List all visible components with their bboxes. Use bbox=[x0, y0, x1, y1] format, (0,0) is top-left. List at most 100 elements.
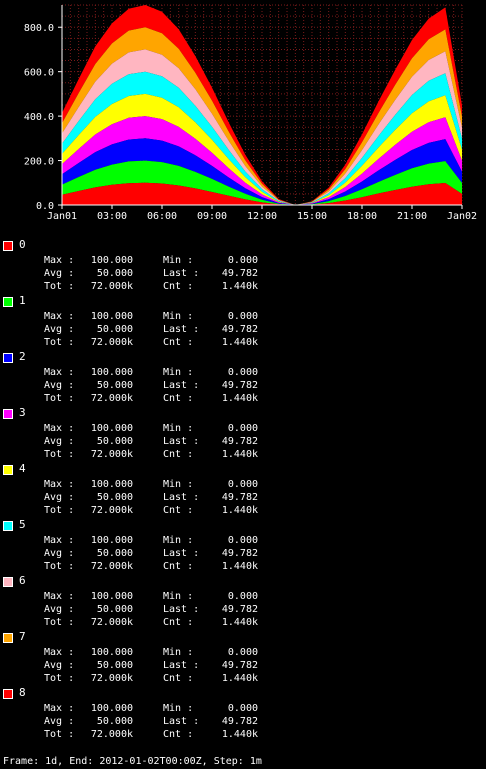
stat-value: 72.000k bbox=[90, 729, 133, 740]
stat-value: 0.000 bbox=[227, 367, 258, 378]
legend-entry: 6 Max : 100.000 Min : 0.000 Avg : 50.000 Last :… bbox=[0, 574, 486, 630]
stat-value: 49.782 bbox=[221, 660, 258, 671]
stat-label: Tot : bbox=[44, 281, 75, 292]
stat-label: Min : bbox=[163, 479, 194, 490]
stat-value: 0.000 bbox=[227, 647, 258, 658]
stat-label: Min : bbox=[163, 311, 194, 322]
stat-label: Avg : bbox=[44, 492, 75, 503]
stat-label: Tot : bbox=[44, 617, 75, 628]
y-tick-label: 0.0 bbox=[36, 201, 54, 212]
legend-entry: 8 Max : 100.000 Min : 0.000 Avg : 50.000 Last :… bbox=[0, 686, 486, 742]
chart-tick-labels: Jan01 03:00 06:00 09:00 12:00 15:00 18:00 21:00… bbox=[24, 23, 477, 222]
stat-label: Max : bbox=[44, 647, 75, 658]
stat-label: Last : bbox=[163, 604, 200, 615]
stat-value: 49.782 bbox=[221, 716, 258, 727]
stat-value: 49.782 bbox=[221, 436, 258, 447]
stat-value: 72.000k bbox=[90, 281, 133, 292]
legend-series-name: 5 bbox=[19, 518, 26, 531]
stat-value: 100.000 bbox=[90, 647, 133, 658]
stat-label: Max : bbox=[44, 479, 75, 490]
legend-entry: 7 Max : 100.000 Min : 0.000 Avg : 50.000 Last :… bbox=[0, 630, 486, 686]
stat-label: Tot : bbox=[44, 505, 75, 516]
footer-info: Frame: 1d, End: 2012-01-02T00:00Z, Step:… bbox=[3, 756, 262, 767]
legend-series-name: 8 bbox=[19, 686, 26, 699]
series-area-4 bbox=[62, 93, 462, 205]
stat-label: Min : bbox=[163, 423, 194, 434]
stat-value: 0.000 bbox=[227, 703, 258, 714]
stat-value: 100.000 bbox=[90, 255, 133, 266]
stacked-area-chart: Jan01 03:00 06:00 09:00 12:00 15:00 18:00 21:00… bbox=[24, 4, 477, 222]
stat-label: Last : bbox=[163, 436, 200, 447]
stat-label: Min : bbox=[163, 535, 194, 546]
stat-label: Cnt : bbox=[163, 449, 194, 460]
legend-swatch bbox=[3, 633, 13, 643]
stat-label: Min : bbox=[163, 591, 194, 602]
series-area-3 bbox=[62, 116, 462, 205]
stat-value: 0.000 bbox=[227, 479, 258, 490]
series-area-6 bbox=[62, 49, 462, 206]
legend-swatch bbox=[3, 297, 13, 307]
stat-label: Min : bbox=[163, 367, 194, 378]
legend-entry: 2 Max : 100.000 Min : 0.000 Avg : 50.000 Last :… bbox=[0, 350, 486, 406]
stat-value: 50.000 bbox=[96, 716, 133, 727]
x-tick-label: 18:00 bbox=[347, 211, 377, 222]
stat-value: 100.000 bbox=[90, 423, 133, 434]
stat-value: 100.000 bbox=[90, 703, 133, 714]
legend-swatch bbox=[3, 409, 13, 419]
stat-label: Tot : bbox=[44, 449, 75, 460]
legend-entry: 4 Max : 100.000 Min : 0.000 Avg : 50.000 Last :… bbox=[0, 462, 486, 518]
x-tick-label: 15:00 bbox=[297, 211, 327, 222]
stat-label: Avg : bbox=[44, 436, 75, 447]
stat-label: Min : bbox=[163, 255, 194, 266]
legend-series-name: 2 bbox=[19, 350, 26, 363]
stat-label: Last : bbox=[163, 324, 200, 335]
legend-series-name: 4 bbox=[19, 462, 26, 475]
y-tick-label: 800.0 bbox=[24, 23, 54, 34]
stat-value: 1.440k bbox=[221, 505, 258, 516]
legend-swatch bbox=[3, 241, 13, 251]
chart-areas bbox=[62, 5, 462, 206]
stat-value: 100.000 bbox=[90, 591, 133, 602]
stat-label: Avg : bbox=[44, 268, 75, 279]
stat-label: Last : bbox=[163, 380, 200, 391]
stat-value: 49.782 bbox=[221, 492, 258, 503]
stat-label: Avg : bbox=[44, 380, 75, 391]
legend-entry: 3 Max : 100.000 Min : 0.000 Avg : 50.000 Last :… bbox=[0, 406, 486, 462]
stat-label: Cnt : bbox=[163, 281, 194, 292]
legend-series-name: 1 bbox=[19, 294, 26, 307]
stat-label: Last : bbox=[163, 548, 200, 559]
series-area-2 bbox=[62, 138, 462, 205]
stat-label: Tot : bbox=[44, 393, 75, 404]
x-tick-label: 03:00 bbox=[97, 211, 127, 222]
stat-value: 0.000 bbox=[227, 535, 258, 546]
legend-entry: 0 Max : 100.000 Min : 0.000 Avg : 50.000 Last :… bbox=[0, 238, 486, 294]
stat-label: Max : bbox=[44, 591, 75, 602]
stat-value: 50.000 bbox=[96, 604, 133, 615]
stat-value: 100.000 bbox=[90, 479, 133, 490]
series-area-0 bbox=[62, 182, 462, 205]
stat-value: 1.440k bbox=[221, 561, 258, 572]
stat-value: 1.440k bbox=[221, 673, 258, 684]
stat-value: 72.000k bbox=[90, 449, 133, 460]
stat-label: Cnt : bbox=[163, 673, 194, 684]
stat-value: 1.440k bbox=[221, 449, 258, 460]
stat-label: Last : bbox=[163, 660, 200, 671]
stat-value: 72.000k bbox=[90, 617, 133, 628]
stat-value: 100.000 bbox=[90, 535, 133, 546]
x-tick-label: Jan01 bbox=[47, 211, 77, 222]
x-tick-label: 12:00 bbox=[247, 211, 277, 222]
legend-series-name: 7 bbox=[19, 630, 26, 643]
stat-value: 50.000 bbox=[96, 548, 133, 559]
stat-value: 0.000 bbox=[227, 591, 258, 602]
stat-label: Tot : bbox=[44, 337, 75, 348]
stat-value: 49.782 bbox=[221, 548, 258, 559]
legend-entry: 5 Max : 100.000 Min : 0.000 Avg : 50.000 Last :… bbox=[0, 518, 486, 574]
y-tick-label: 200.0 bbox=[24, 157, 54, 168]
series-area-8 bbox=[62, 5, 462, 205]
stat-label: Cnt : bbox=[163, 561, 194, 572]
series-area-1 bbox=[62, 160, 462, 205]
x-tick-label: 09:00 bbox=[197, 211, 227, 222]
legend-series-name: 0 bbox=[19, 238, 26, 251]
legend-series-name: 3 bbox=[19, 406, 26, 419]
stat-value: 50.000 bbox=[96, 380, 133, 391]
